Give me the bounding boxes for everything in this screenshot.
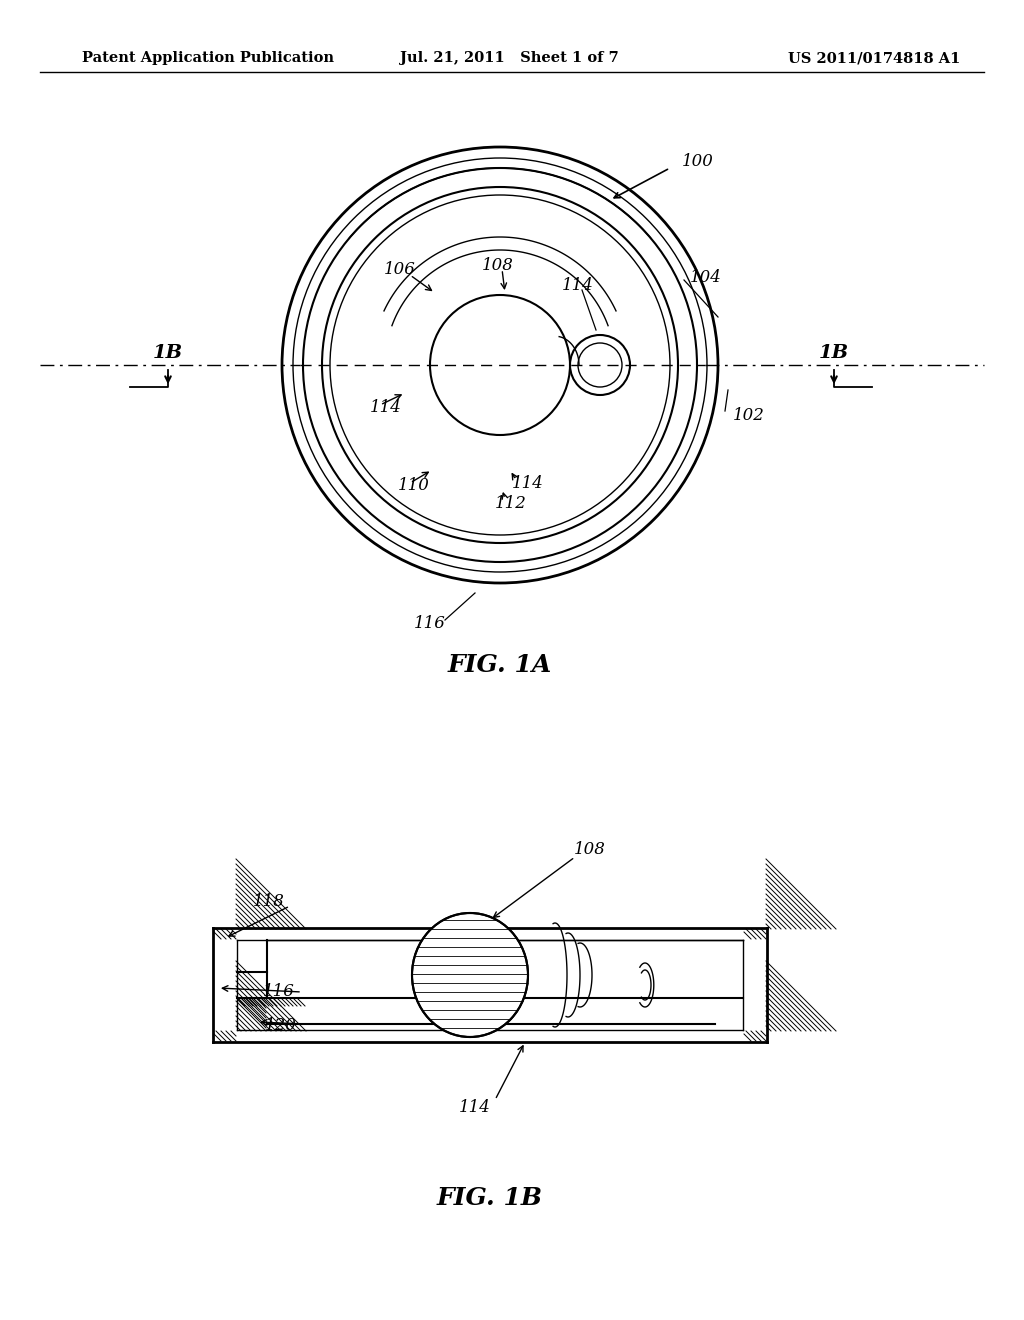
Text: 120: 120 bbox=[265, 1016, 297, 1034]
Text: 116: 116 bbox=[263, 983, 295, 1001]
Text: 100: 100 bbox=[682, 153, 714, 169]
Text: 114: 114 bbox=[562, 276, 594, 293]
Text: 114: 114 bbox=[459, 1100, 490, 1117]
Text: 116: 116 bbox=[414, 615, 445, 631]
Text: 104: 104 bbox=[690, 268, 722, 285]
Text: 114: 114 bbox=[512, 474, 544, 491]
Text: 1B: 1B bbox=[819, 345, 849, 362]
Text: 102: 102 bbox=[733, 407, 765, 424]
Text: 108: 108 bbox=[574, 842, 606, 858]
Text: US 2011/0174818 A1: US 2011/0174818 A1 bbox=[787, 51, 961, 65]
Text: Patent Application Publication: Patent Application Publication bbox=[82, 51, 334, 65]
Text: 112: 112 bbox=[495, 495, 527, 511]
Text: 118: 118 bbox=[253, 894, 285, 911]
Text: 110: 110 bbox=[398, 477, 430, 494]
Ellipse shape bbox=[412, 913, 528, 1038]
Text: 1B: 1B bbox=[153, 345, 183, 362]
Text: 106: 106 bbox=[384, 261, 416, 279]
Text: Jul. 21, 2011   Sheet 1 of 7: Jul. 21, 2011 Sheet 1 of 7 bbox=[400, 51, 618, 65]
Text: 108: 108 bbox=[482, 256, 514, 273]
Text: FIG. 1A: FIG. 1A bbox=[447, 653, 552, 677]
Text: 114: 114 bbox=[370, 399, 401, 416]
Text: FIG. 1B: FIG. 1B bbox=[437, 1185, 543, 1210]
